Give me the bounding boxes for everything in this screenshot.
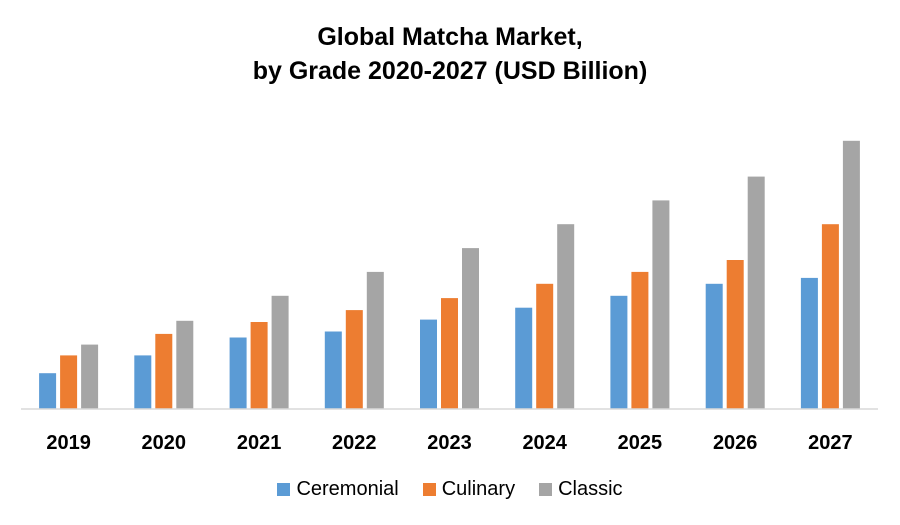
x-tick-label-2023: 2023 xyxy=(427,432,472,454)
bar-classic-2027 xyxy=(842,140,860,410)
bar-ceremonial-2023 xyxy=(420,319,437,409)
bar-classic-2019 xyxy=(81,344,99,409)
legend-swatch-ceremonial xyxy=(277,483,291,496)
x-tick-label-2021: 2021 xyxy=(237,432,282,454)
bar-classic-2025 xyxy=(652,200,670,409)
bar-classic-2021 xyxy=(271,295,289,409)
bar-ceremonial-2019 xyxy=(39,373,57,409)
bar-classic-2022 xyxy=(366,271,384,409)
bar-culinary-2025 xyxy=(631,271,649,409)
bar-culinary-2020 xyxy=(155,333,173,409)
x-tick-label-2027: 2027 xyxy=(808,432,853,454)
chart-title: Global Matcha Market, by Grade 2020-2027… xyxy=(0,20,900,88)
bar-ceremonial-2020 xyxy=(134,355,152,409)
bar-classic-2024 xyxy=(557,224,575,409)
bar-culinary-2021 xyxy=(250,322,268,409)
x-tick-label-2025: 2025 xyxy=(618,432,663,454)
legend-item-ceremonial: Ceremonial xyxy=(277,478,399,501)
x-tick-label-2026: 2026 xyxy=(713,432,758,454)
legend-item-classic: Classic xyxy=(539,478,623,501)
legend-label-classic: Classic xyxy=(558,478,623,500)
x-tick-label-2022: 2022 xyxy=(332,432,377,454)
legend-label-ceremonial: Ceremonial xyxy=(296,478,399,500)
bar-ceremonial-2026 xyxy=(705,283,723,409)
x-tick-label-2019: 2019 xyxy=(46,432,91,454)
x-tick-labels: 2019 2020 2021 2022 2023 2024 2025 2026 2027 xyxy=(46,432,852,454)
legend-item-culinary: Culinary xyxy=(422,478,516,501)
bar-culinary-2024 xyxy=(536,283,554,409)
bar-culinary-2026 xyxy=(726,260,744,409)
x-tick-label-2020: 2020 xyxy=(142,432,187,454)
bar-culinary-2023 xyxy=(441,298,458,409)
legend-swatch-culinary xyxy=(422,483,436,496)
bar-classic-2023 xyxy=(462,248,479,409)
bar-culinary-2019 xyxy=(60,355,78,409)
legend-label-culinary: Culinary xyxy=(441,478,516,500)
bar-ceremonial-2022 xyxy=(324,331,342,409)
bar-classic-2026 xyxy=(747,176,765,409)
bar-group xyxy=(39,140,860,410)
legend-swatch-classic xyxy=(539,483,553,496)
bar-ceremonial-2024 xyxy=(515,307,533,409)
x-tick-label-2024: 2024 xyxy=(522,432,567,454)
bar-ceremonial-2025 xyxy=(610,295,628,409)
bar-ceremonial-2027 xyxy=(800,277,818,409)
bar-ceremonial-2021 xyxy=(229,337,247,409)
bar-classic-2020 xyxy=(176,320,194,409)
bar-culinary-2022 xyxy=(345,310,363,409)
bar-culinary-2027 xyxy=(821,224,839,409)
legend: Ceremonial Culinary Classic xyxy=(0,478,900,501)
chart-title-line-2: by Grade 2020-2027 (USD Billion) xyxy=(252,57,648,85)
chart-title-line-1: Global Matcha Market, xyxy=(317,23,583,51)
